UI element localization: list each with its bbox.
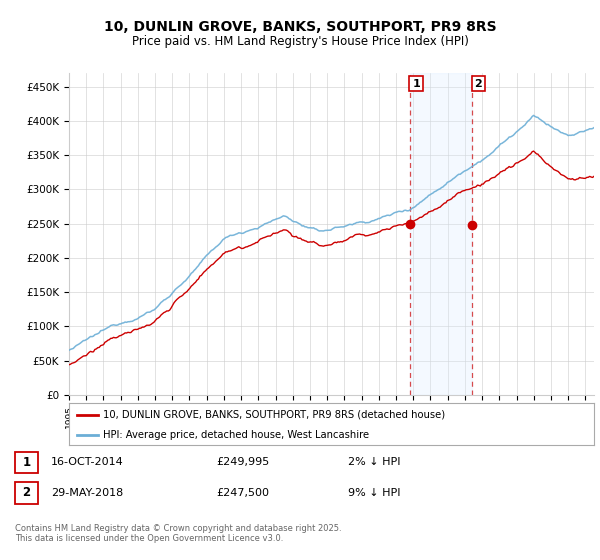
Text: 10, DUNLIN GROVE, BANKS, SOUTHPORT, PR9 8RS: 10, DUNLIN GROVE, BANKS, SOUTHPORT, PR9 … — [104, 20, 496, 34]
Text: 2% ↓ HPI: 2% ↓ HPI — [348, 458, 401, 468]
Text: 9% ↓ HPI: 9% ↓ HPI — [348, 488, 401, 498]
Text: 2: 2 — [475, 78, 482, 88]
FancyBboxPatch shape — [15, 451, 38, 473]
Text: HPI: Average price, detached house, West Lancashire: HPI: Average price, detached house, West… — [103, 430, 369, 440]
Text: £249,995: £249,995 — [216, 458, 269, 468]
Text: Price paid vs. HM Land Registry's House Price Index (HPI): Price paid vs. HM Land Registry's House … — [131, 35, 469, 48]
Bar — [410, 73, 472, 395]
Text: 2: 2 — [22, 486, 31, 499]
Text: £247,500: £247,500 — [216, 488, 269, 498]
Text: 16-OCT-2014: 16-OCT-2014 — [51, 458, 124, 468]
Text: 1: 1 — [412, 78, 420, 88]
Text: 1: 1 — [22, 456, 31, 469]
Text: 10, DUNLIN GROVE, BANKS, SOUTHPORT, PR9 8RS (detached house): 10, DUNLIN GROVE, BANKS, SOUTHPORT, PR9 … — [103, 410, 445, 420]
FancyBboxPatch shape — [15, 482, 38, 503]
Text: 29-MAY-2018: 29-MAY-2018 — [51, 488, 123, 498]
Text: Contains HM Land Registry data © Crown copyright and database right 2025.
This d: Contains HM Land Registry data © Crown c… — [15, 524, 341, 543]
